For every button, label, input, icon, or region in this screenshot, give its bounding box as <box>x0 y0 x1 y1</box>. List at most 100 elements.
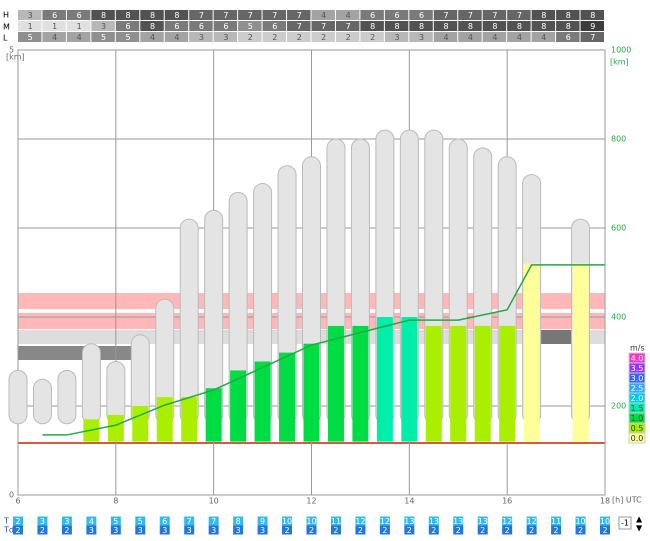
t-value: 13 <box>478 517 488 526</box>
cloud-cell-label: 2 <box>297 33 302 42</box>
cloud-cell <box>42 21 66 31</box>
left-unit: [km] <box>6 53 25 62</box>
cloud-cell <box>384 32 409 42</box>
t-box <box>428 516 439 526</box>
x-tick-label: 6 <box>15 497 20 506</box>
cloud-cell <box>91 10 115 20</box>
cloud-cell <box>409 32 433 42</box>
td-box <box>526 525 537 535</box>
td-value: 2 <box>602 526 607 535</box>
x-tick-label: 8 <box>113 497 118 506</box>
t-box <box>282 516 293 526</box>
cloud-cell-label: 3 <box>419 33 424 42</box>
cloud-cell <box>335 32 360 42</box>
td-box <box>13 525 23 535</box>
wind-bar <box>303 343 320 442</box>
cloud-cell <box>409 21 433 31</box>
t-value: 2 <box>15 517 20 526</box>
cloud-cell <box>287 10 311 20</box>
cloud-cell-label: 7 <box>468 11 473 20</box>
wind-bar <box>523 263 540 442</box>
td-box <box>306 525 317 535</box>
cloud-cell-label: 4 <box>174 33 179 42</box>
cloud-cell-label: 8 <box>150 11 155 20</box>
legend-label: 3.5 <box>631 364 644 373</box>
cloud-cell <box>433 10 458 20</box>
td-box <box>453 525 464 535</box>
cloud-cell <box>164 21 189 31</box>
cloud-column <box>106 361 126 425</box>
cloud-cell <box>42 10 66 20</box>
td-value: 2 <box>284 526 289 535</box>
cloud-cell-label: 3 <box>395 33 400 42</box>
cloud-cell-label: 8 <box>443 22 448 31</box>
cloud-cell-label: 3 <box>223 33 228 42</box>
cloud-cell-label: 7 <box>199 11 204 20</box>
cloud-cell <box>189 21 213 31</box>
y2-tick-label: 600 <box>611 224 626 233</box>
td-value: 3 <box>211 526 216 535</box>
t-label: T <box>3 517 9 526</box>
td-label: Td <box>3 526 14 535</box>
cloud-cell-label: 6 <box>199 22 204 31</box>
cloud-cell <box>18 32 42 42</box>
cloud-cell-label: 9 <box>590 22 595 31</box>
wind-bar <box>425 325 442 442</box>
t-box <box>13 516 23 526</box>
t-box <box>257 516 268 526</box>
cloud-cell-label: 8 <box>590 11 595 20</box>
cloud-cell <box>115 32 140 42</box>
spinner-down[interactable]: ▼ <box>636 524 643 533</box>
t-value: 12 <box>380 517 390 526</box>
cloud-cell-label: 6 <box>419 11 424 20</box>
legend-label: 0.0 <box>631 434 644 443</box>
spinner[interactable] <box>618 516 632 530</box>
y2-tick-label: 200 <box>611 402 626 411</box>
t-box <box>600 516 610 526</box>
cloud-cell-label: 4 <box>77 33 82 42</box>
cloud-cell-label: 7 <box>492 11 497 20</box>
cloud-cell-label: 1 <box>77 22 82 31</box>
cloud-cell-label: 6 <box>174 22 179 31</box>
cloud-cell <box>213 32 238 42</box>
t-value: 13 <box>404 517 414 526</box>
cloud-cell <box>531 21 556 31</box>
cloud-cell-label: 6 <box>370 11 375 20</box>
cloud-cell <box>458 32 482 42</box>
t-box <box>355 516 366 526</box>
cloud-cell-label: 8 <box>541 22 546 31</box>
cloud-cell-label: 4 <box>517 33 522 42</box>
wind-bar <box>352 325 369 442</box>
td-value: 3 <box>113 526 118 535</box>
td-box <box>330 525 341 535</box>
cloud-cell-label: 7 <box>590 33 595 42</box>
y2-tick-label: 1000 <box>611 46 631 55</box>
cloud-cell-label: 2 <box>346 33 351 42</box>
cloud-cell <box>409 10 433 20</box>
cloud-cell-label: 8 <box>370 22 375 31</box>
wind-bar <box>107 414 124 442</box>
cloud-cell <box>91 32 115 42</box>
cloud-cell <box>580 10 604 20</box>
cloud-cell <box>164 10 189 20</box>
wind-bar <box>499 325 516 442</box>
t-box <box>526 516 537 526</box>
cloud-cell <box>262 10 287 20</box>
cloud-cell <box>66 10 91 20</box>
td-box <box>86 525 97 535</box>
t-box <box>551 516 562 526</box>
td-box <box>428 525 439 535</box>
cloud-cell-label: 4 <box>468 33 473 42</box>
t-value: 8 <box>236 517 241 526</box>
t-value: 7 <box>211 517 216 526</box>
td-box <box>159 525 170 535</box>
wind-bar <box>230 370 247 442</box>
cloud-cell-label: 4 <box>321 11 326 20</box>
spinner-value[interactable]: -1 <box>621 519 629 528</box>
cloud-cell <box>433 32 458 42</box>
spinner-up[interactable]: ▲ <box>636 515 643 524</box>
cloud-cell-label: 5 <box>101 33 106 42</box>
t-value: 12 <box>502 517 512 526</box>
cloud-cell <box>507 21 531 31</box>
